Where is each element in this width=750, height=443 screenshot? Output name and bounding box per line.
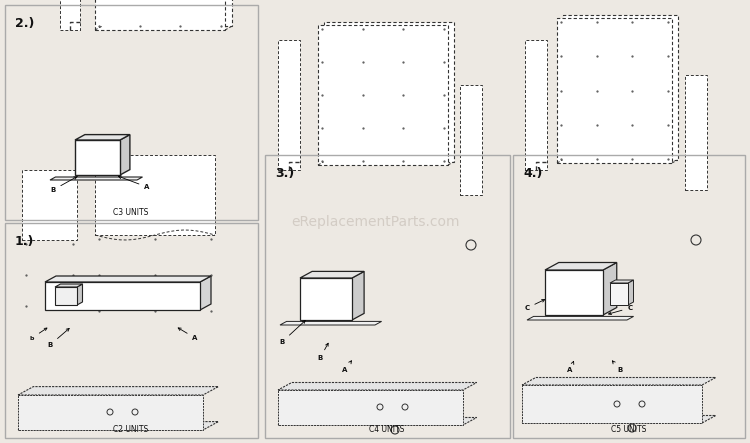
- Polygon shape: [522, 385, 702, 423]
- Text: B: B: [50, 177, 76, 193]
- Polygon shape: [545, 263, 616, 270]
- Polygon shape: [60, 0, 80, 30]
- Text: B: B: [317, 343, 328, 361]
- Polygon shape: [95, 155, 215, 235]
- Text: B: B: [612, 361, 622, 373]
- Polygon shape: [557, 18, 672, 163]
- Polygon shape: [278, 382, 477, 390]
- Polygon shape: [460, 85, 482, 195]
- Polygon shape: [18, 387, 218, 395]
- Polygon shape: [522, 416, 716, 423]
- Polygon shape: [628, 280, 634, 305]
- Text: C5 UNITS: C5 UNITS: [611, 425, 646, 435]
- Polygon shape: [75, 135, 130, 140]
- Text: eReplacementParts.com: eReplacementParts.com: [291, 215, 459, 229]
- Polygon shape: [95, 0, 225, 30]
- Polygon shape: [55, 284, 82, 287]
- Text: A: A: [342, 361, 352, 373]
- Text: B: B: [47, 328, 69, 348]
- Polygon shape: [527, 316, 634, 320]
- Polygon shape: [18, 422, 218, 430]
- Polygon shape: [75, 140, 120, 175]
- Polygon shape: [22, 170, 77, 240]
- Text: 3.): 3.): [275, 167, 294, 180]
- Polygon shape: [300, 278, 352, 320]
- Polygon shape: [45, 282, 200, 310]
- Polygon shape: [278, 390, 463, 425]
- Text: 2.): 2.): [15, 17, 34, 30]
- Polygon shape: [18, 395, 203, 430]
- Text: C: C: [524, 299, 544, 311]
- Polygon shape: [77, 284, 82, 305]
- Text: C4 UNITS: C4 UNITS: [369, 425, 405, 435]
- Polygon shape: [200, 276, 211, 310]
- Polygon shape: [45, 276, 211, 282]
- Polygon shape: [50, 177, 142, 180]
- Polygon shape: [525, 40, 547, 170]
- Polygon shape: [120, 135, 130, 175]
- Polygon shape: [610, 280, 634, 283]
- Polygon shape: [562, 15, 677, 160]
- Polygon shape: [300, 272, 364, 278]
- Text: C3 UNITS: C3 UNITS: [113, 207, 148, 217]
- Polygon shape: [352, 272, 364, 320]
- Text: b: b: [30, 328, 47, 341]
- Polygon shape: [522, 377, 716, 385]
- Polygon shape: [101, 0, 232, 27]
- Polygon shape: [545, 270, 603, 315]
- Text: A: A: [178, 328, 198, 341]
- Polygon shape: [318, 25, 448, 165]
- Text: A: A: [567, 361, 574, 373]
- Polygon shape: [323, 22, 454, 162]
- Text: 1.): 1.): [15, 235, 34, 248]
- Text: C2 UNITS: C2 UNITS: [113, 425, 148, 435]
- Polygon shape: [603, 263, 616, 315]
- Polygon shape: [280, 322, 382, 325]
- Polygon shape: [55, 287, 77, 305]
- Text: 4.): 4.): [523, 167, 542, 180]
- Polygon shape: [610, 283, 628, 305]
- Polygon shape: [278, 40, 300, 170]
- Polygon shape: [685, 75, 707, 190]
- Text: B: B: [279, 321, 305, 345]
- Text: C: C: [608, 305, 632, 315]
- Text: A: A: [118, 176, 150, 190]
- Polygon shape: [278, 417, 477, 425]
